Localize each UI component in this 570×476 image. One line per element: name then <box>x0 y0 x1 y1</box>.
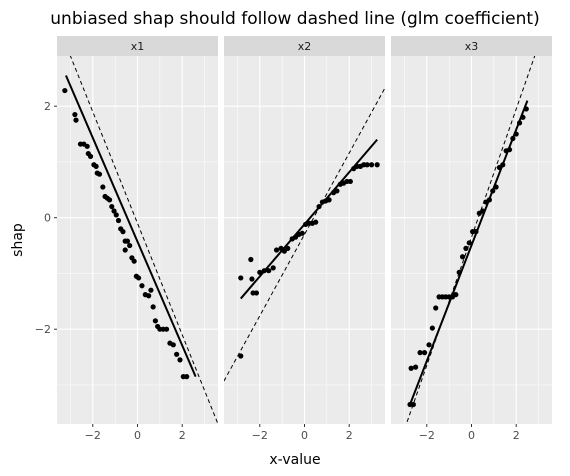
dashed-line-x3 <box>405 56 536 424</box>
panel-x2: x2 <box>224 36 385 424</box>
data-point <box>106 197 113 203</box>
data-point <box>124 238 131 244</box>
data-point <box>238 353 244 359</box>
data-point <box>408 365 414 371</box>
data-point <box>249 276 255 282</box>
x-tick-label: −2 <box>85 429 101 442</box>
major-gridlines-x2 <box>224 56 385 424</box>
data-point <box>466 240 472 246</box>
data-point <box>152 318 158 324</box>
data-point <box>273 247 280 253</box>
data-point <box>238 275 244 281</box>
y-tick-label: 2 <box>44 100 51 113</box>
data-point <box>453 292 459 298</box>
fit-line-x2 <box>240 138 378 300</box>
minor-gridlines-x2 <box>224 56 385 424</box>
data-point <box>122 247 128 253</box>
data-point <box>334 188 340 194</box>
data-point <box>364 162 370 168</box>
data-point <box>270 265 276 271</box>
data-point <box>299 230 305 236</box>
strip-x3 <box>391 36 552 56</box>
data-point <box>313 219 319 225</box>
data-point <box>429 325 435 331</box>
y-axis-title: shap <box>10 223 26 257</box>
y-tick-label: 0 <box>44 212 51 225</box>
data-point <box>421 350 428 356</box>
data-point <box>115 217 122 224</box>
strip-x1 <box>57 36 218 56</box>
data-point <box>150 304 156 310</box>
data-point <box>163 326 170 332</box>
data-point <box>368 162 375 168</box>
data-point <box>131 258 137 264</box>
data-point <box>100 184 106 190</box>
data-point <box>109 203 115 210</box>
strip-label-x1: x1 <box>131 40 145 53</box>
data-point <box>433 305 439 311</box>
data-point <box>412 364 419 370</box>
data-point <box>72 111 78 118</box>
data-point <box>417 350 423 356</box>
data-point <box>184 374 190 380</box>
x-axis: −2 0 2 −2 0 2 −2 0 2 <box>85 424 520 442</box>
data-point <box>87 153 94 159</box>
strip-x2 <box>224 36 385 56</box>
data-point <box>253 290 260 296</box>
panel-x3: x3 <box>391 36 552 424</box>
data-point <box>374 162 380 168</box>
fit-line-x3 <box>409 100 529 405</box>
data-point <box>170 342 176 348</box>
x-tick-label: 0 <box>134 429 141 442</box>
panel-x1: x1 <box>57 36 218 424</box>
data-point <box>463 245 469 251</box>
data-point <box>127 242 133 249</box>
data-point <box>248 256 254 263</box>
chart-title: unbiased shap should follow dashed line … <box>50 9 539 29</box>
x-tick-label: 2 <box>179 429 186 442</box>
data-point <box>146 293 152 299</box>
x-tick-label: 0 <box>301 429 308 442</box>
data-point <box>410 401 416 408</box>
x-axis-title: x-value <box>269 452 320 468</box>
data-point <box>120 229 126 235</box>
x-tick-label: −2 <box>419 429 435 442</box>
data-point <box>177 357 183 363</box>
data-point <box>148 287 154 293</box>
data-point <box>73 117 79 123</box>
data-point <box>459 254 466 260</box>
y-axis: −2 0 2 <box>35 100 57 336</box>
data-point <box>96 171 103 177</box>
data-point <box>84 143 90 149</box>
data-point <box>93 163 99 169</box>
y-tick-label: −2 <box>35 323 51 336</box>
data-point <box>113 212 119 218</box>
data-point <box>111 208 117 214</box>
data-point <box>139 283 145 289</box>
fit-line-x1 <box>65 75 197 378</box>
data-point <box>136 275 142 281</box>
data-point <box>266 268 272 274</box>
x-tick-label: 2 <box>346 429 353 442</box>
strip-label-x3: x3 <box>465 40 479 53</box>
data-point <box>285 245 291 251</box>
x-tick-label: 2 <box>513 429 520 442</box>
points-x1 <box>62 87 190 380</box>
data-point <box>174 351 180 357</box>
data-point <box>347 178 353 185</box>
data-point <box>426 342 432 348</box>
strip-label-x2: x2 <box>298 40 312 53</box>
facet-panels: x1 x2 x3 <box>57 36 552 424</box>
x-tick-label: −2 <box>252 429 268 442</box>
dashed-line-x1 <box>69 56 218 424</box>
x-tick-label: 0 <box>468 429 475 442</box>
data-point <box>62 87 68 94</box>
